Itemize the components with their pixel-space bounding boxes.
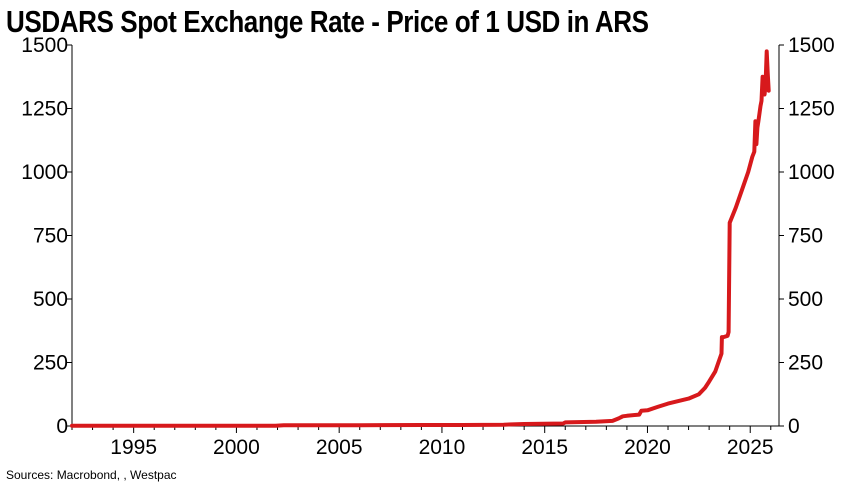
left-y-tick-label-0: 0 bbox=[56, 415, 68, 438]
right-y-tick-label-1250: 1250 bbox=[788, 98, 835, 121]
left-y-tick-label-750: 750 bbox=[33, 225, 68, 248]
x-tick-label-2025: 2025 bbox=[727, 436, 774, 459]
x-tick-label-1995: 1995 bbox=[110, 436, 157, 459]
x-tick-label-2010: 2010 bbox=[419, 436, 466, 459]
source-note: Sources: Macrobond, , Westpac bbox=[6, 468, 177, 482]
right-y-tick-label-1000: 1000 bbox=[788, 161, 835, 184]
left-y-tick-label-250: 250 bbox=[33, 352, 68, 375]
right-y-tick-label-1500: 1500 bbox=[788, 34, 835, 57]
left-y-tick-label-1000: 1000 bbox=[21, 161, 68, 184]
right-y-tick-label-500: 500 bbox=[788, 288, 823, 311]
left-y-tick-label-1500: 1500 bbox=[21, 34, 68, 57]
x-tick-label-2005: 2005 bbox=[316, 436, 363, 459]
left-y-tick-label-500: 500 bbox=[33, 288, 68, 311]
left-y-tick-label-1250: 1250 bbox=[21, 98, 68, 121]
right-y-tick-label-250: 250 bbox=[788, 352, 823, 375]
right-y-tick-label-750: 750 bbox=[788, 225, 823, 248]
series-line-usdars bbox=[70, 49, 771, 428]
chart-title: USDARS Spot Exchange Rate - Price of 1 U… bbox=[6, 4, 649, 39]
right-y-tick-label-0: 0 bbox=[788, 415, 800, 438]
x-tick-label-2015: 2015 bbox=[521, 436, 568, 459]
x-tick-label-2020: 2020 bbox=[624, 436, 671, 459]
x-tick-label-2000: 2000 bbox=[213, 436, 260, 459]
